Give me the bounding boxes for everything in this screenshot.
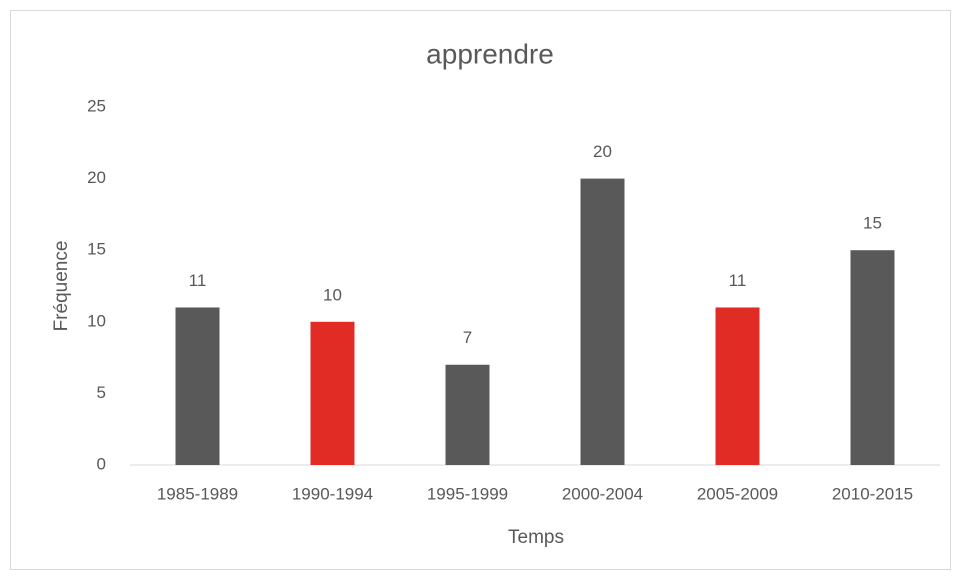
chart-title: apprendre: [426, 38, 554, 69]
y-tick-label: 10: [87, 311, 106, 330]
data-label: 20: [593, 142, 612, 161]
x-axis-label: Temps: [508, 527, 564, 548]
data-label: 10: [323, 285, 342, 304]
bar: [580, 178, 625, 465]
x-tick-label: 2005-2009: [697, 484, 778, 503]
x-tick-label: 1995-1999: [427, 484, 508, 503]
bar: [850, 250, 895, 465]
data-label: 11: [189, 271, 207, 290]
bar: [175, 307, 220, 465]
bar: [715, 307, 760, 465]
x-tick-label: 1985-1989: [157, 484, 238, 503]
y-tick-label: 5: [97, 383, 106, 402]
x-tick-label: 2000-2004: [562, 484, 643, 503]
y-tick-label: 20: [87, 168, 106, 187]
chart-border: [10, 10, 951, 570]
y-tick-label: 15: [87, 240, 106, 259]
y-axis-label: Fréquence: [51, 241, 72, 332]
data-label: 15: [863, 214, 882, 233]
data-label: 7: [463, 328, 472, 347]
bar: [310, 321, 355, 465]
x-tick-label: 2010-2015: [832, 484, 913, 503]
bar: [445, 364, 490, 465]
x-tick-label: 1990-1994: [292, 484, 373, 503]
y-tick-label: 25: [87, 96, 106, 115]
data-label: 11: [729, 271, 747, 290]
y-tick-label: 0: [97, 454, 106, 473]
